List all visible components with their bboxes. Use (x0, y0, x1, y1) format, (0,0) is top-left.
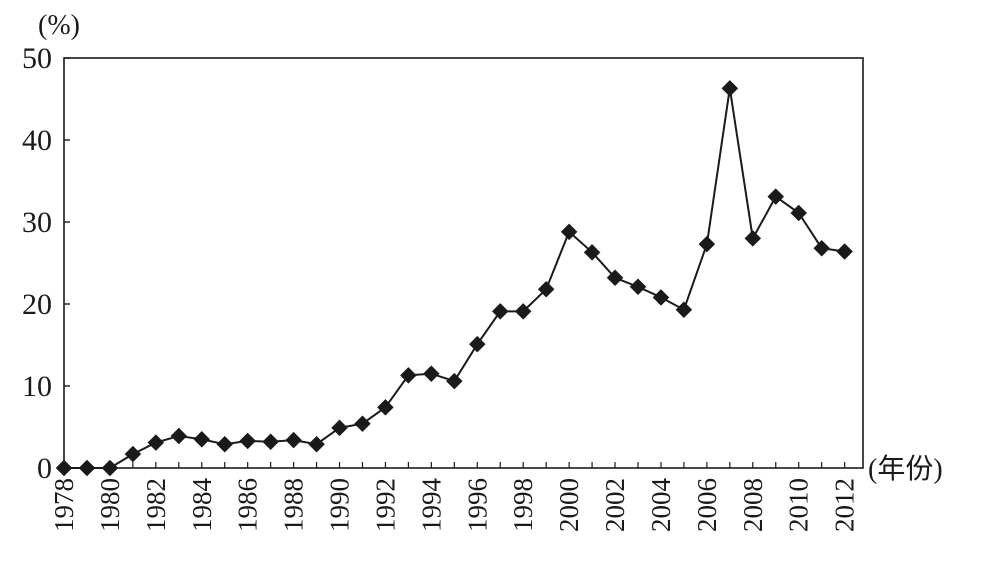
data-point-2001 (583, 243, 601, 261)
y-tick-label: 20 (22, 288, 52, 321)
y-tick-label: 40 (22, 124, 52, 157)
x-tick-label: 1994 (416, 478, 446, 533)
data-point-2005 (675, 301, 693, 319)
data-point-2004 (652, 289, 670, 306)
x-tick-label: 1998 (508, 478, 538, 532)
x-tick-label: 2002 (600, 478, 630, 532)
data-point-1999 (537, 280, 555, 298)
data-point-1988 (285, 431, 302, 449)
data-point-1980 (101, 459, 119, 477)
data-point-2007 (721, 79, 739, 97)
data-point-1987 (262, 433, 279, 451)
data-point-2003 (629, 278, 647, 296)
x-tick-label: 1982 (141, 478, 171, 532)
data-point-1997 (491, 303, 509, 320)
data-point-2012 (836, 243, 853, 260)
data-point-1998 (514, 303, 532, 320)
x-tick-label: 2010 (784, 478, 814, 532)
x-tick-label: 2006 (692, 478, 722, 532)
data-point-2009 (767, 188, 785, 205)
x-tick-label: 1986 (233, 478, 263, 532)
data-point-1983 (170, 427, 188, 445)
x-tick-label: 1980 (95, 478, 125, 532)
data-point-2011 (813, 239, 831, 257)
x-tick-label: 1984 (187, 478, 217, 533)
data-point-1992 (377, 398, 394, 416)
y-tick-label: 30 (22, 206, 52, 239)
data-point-2000 (560, 223, 578, 241)
y-tick-label: 50 (22, 42, 52, 75)
data-point-1979 (78, 459, 96, 477)
x-axis: 1978 1980 1982 1984 1986 1988 1990 1992 1994 1996… (49, 462, 860, 532)
data-point-1996 (468, 335, 486, 353)
plot-frame (63, 57, 864, 469)
data-point-1991 (354, 415, 371, 433)
data-point-1982 (147, 434, 165, 451)
data-point-1990 (331, 419, 348, 437)
x-tick-label: 2000 (554, 478, 584, 532)
data-point-2008 (744, 230, 762, 247)
x-tick-label: 1978 (49, 478, 79, 532)
data-point-1995 (445, 372, 463, 390)
data-point-1984 (193, 430, 211, 448)
x-tick-label: 1992 (370, 478, 400, 532)
x-tick-label: 1988 (279, 478, 309, 532)
x-axis-unit: (年份) (868, 453, 943, 485)
data-point-1993 (400, 366, 417, 384)
y-axis: 0 10 20 30 40 50 (22, 42, 70, 485)
data-point-1989 (308, 435, 325, 453)
series-line (55, 79, 853, 477)
data-point-2002 (606, 269, 624, 287)
x-tick-label: 1996 (462, 478, 492, 532)
x-tick-label: 2008 (738, 478, 768, 532)
y-tick-label: 10 (22, 370, 52, 403)
data-point-1985 (216, 435, 234, 453)
data-point-2006 (698, 235, 716, 253)
data-point-1986 (239, 432, 257, 450)
y-tick-label: 0 (37, 452, 52, 485)
y-axis-unit: (%) (38, 10, 80, 41)
data-point-2010 (790, 204, 808, 222)
data-point-1994 (423, 365, 440, 383)
data-point-1981 (124, 445, 142, 463)
x-tick-label: 2004 (646, 478, 676, 533)
x-tick-label: 2012 (830, 478, 860, 532)
data-point-1978 (55, 459, 73, 477)
series-line-path (64, 88, 845, 469)
x-tick-label: 1990 (325, 478, 355, 532)
